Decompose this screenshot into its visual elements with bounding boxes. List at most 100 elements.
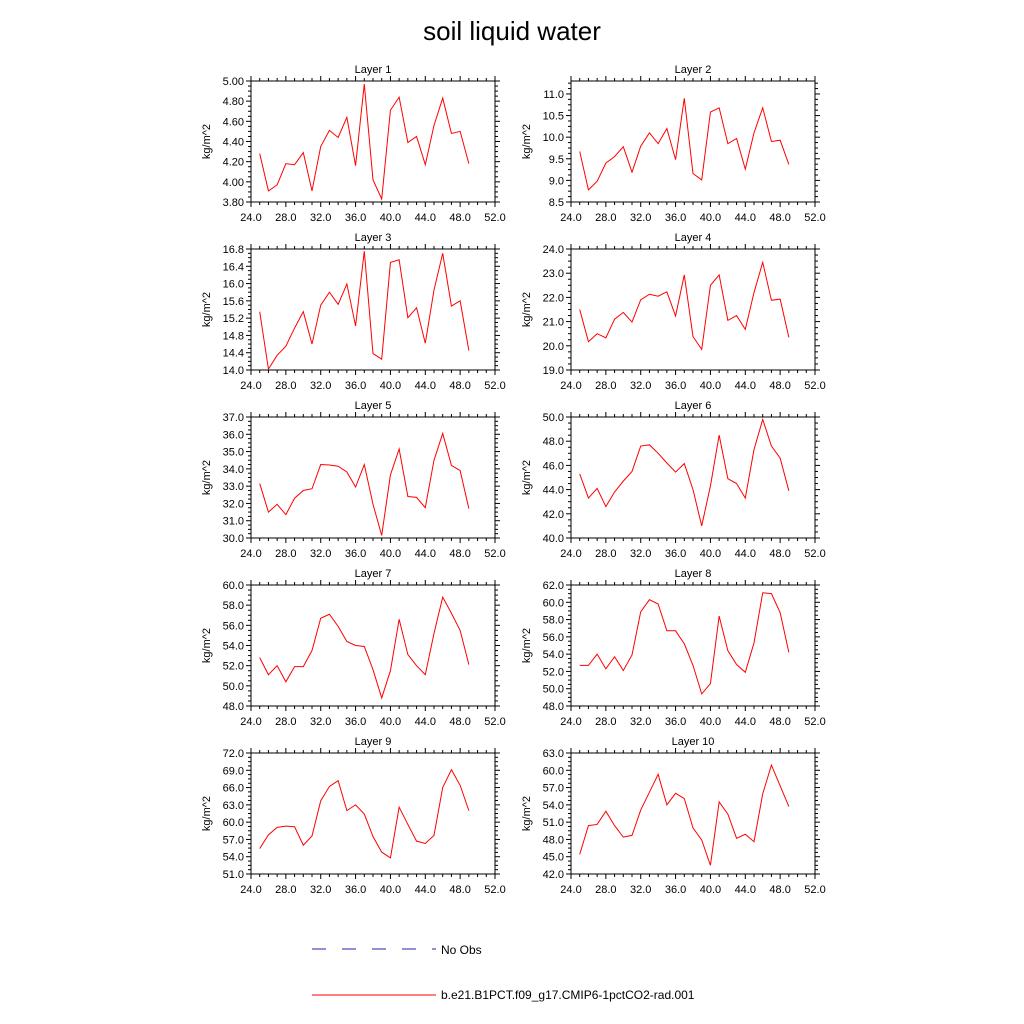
x-tick-label: 28.0: [595, 380, 616, 392]
y-tick-label: 4.40: [223, 137, 244, 149]
y-tick-label: 48.0: [543, 436, 564, 448]
x-tick-label: 32.0: [630, 380, 651, 392]
x-tick-label: 52.0: [484, 212, 505, 224]
plot-frame: [250, 752, 496, 875]
y-tick-label: 35.0: [223, 447, 244, 459]
panel-title: Layer 7: [355, 568, 392, 580]
x-tick-label: 44.0: [735, 716, 756, 728]
y-axis-label: kg/m^2: [521, 628, 533, 663]
y-tick-label: 4.00: [223, 177, 244, 189]
x-tick-label: 48.0: [769, 548, 790, 560]
series-line: [259, 595, 470, 700]
y-tick-label: 21.0: [543, 317, 564, 329]
panel-layer-4: Layer 4 kg/m^2 24.0 28.0 32.0 36.0 40.0 44.0 48.…: [521, 232, 826, 392]
x-tick-label: 44.0: [415, 212, 436, 224]
x-tick-label: 40.0: [380, 884, 401, 896]
series-line: [579, 260, 790, 351]
x-tick-label: 48.0: [449, 884, 470, 896]
y-tick-label: 11.0: [543, 89, 564, 101]
x-tick-label: 52.0: [484, 716, 505, 728]
panel-title: Layer 1: [355, 64, 392, 76]
y-tick-label: 31.0: [223, 516, 244, 528]
y-tick-label: 16.8: [223, 244, 244, 256]
x-tick-label: 36.0: [665, 212, 686, 224]
plot-frame: [250, 80, 496, 203]
x-tick-label: 32.0: [310, 212, 331, 224]
y-tick-label: 4.20: [223, 157, 244, 169]
x-tick-label: 52.0: [484, 884, 505, 896]
x-tick-label: 28.0: [595, 548, 616, 560]
x-tick-label: 52.0: [804, 548, 825, 560]
y-tick-label: 48.0: [543, 834, 564, 846]
y-tick-label: 20.0: [543, 341, 564, 353]
plot-frame: [250, 584, 496, 707]
x-tick-label: 24.0: [240, 380, 261, 392]
panel-layer-7: Layer 7 kg/m^2 24.0 28.0 32.0 36.0 40.0 44.0 48.…: [201, 568, 506, 728]
y-tick-label: 9.5: [549, 154, 564, 166]
y-tick-label: 46.0: [543, 460, 564, 472]
y-tick-label: 14.0: [223, 365, 244, 377]
y-tick-label: 54.0: [223, 852, 244, 864]
y-tick-label: 51.0: [223, 869, 244, 881]
y-tick-label: 58.0: [543, 615, 564, 627]
x-tick-label: 28.0: [595, 212, 616, 224]
y-tick-label: 42.0: [543, 509, 564, 521]
x-tick-label: 24.0: [560, 884, 581, 896]
panel-title: Layer 4: [675, 232, 712, 244]
x-tick-label: 24.0: [560, 380, 581, 392]
y-tick-label: 15.6: [223, 296, 244, 308]
x-tick-label: 52.0: [804, 212, 825, 224]
x-tick-label: 32.0: [310, 884, 331, 896]
y-tick-label: 3.80: [223, 197, 244, 209]
panel-title: Layer 5: [355, 400, 392, 412]
y-tick-label: 42.0: [543, 869, 564, 881]
y-axis-label: kg/m^2: [201, 628, 213, 663]
panels-group: Layer 1 kg/m^2 24.0 28.0 32.0 36.0 40.0 44.0 48.…: [201, 64, 826, 896]
x-tick-label: 28.0: [275, 716, 296, 728]
x-tick-label: 52.0: [484, 548, 505, 560]
y-tick-label: 36.0: [223, 429, 244, 441]
x-tick-label: 28.0: [275, 884, 296, 896]
x-tick-label: 40.0: [700, 212, 721, 224]
legend: No Obs b.e21.B1PCT.f09_g17.CMIP6-1pctCO2…: [312, 943, 695, 1002]
y-axis-label: kg/m^2: [201, 796, 213, 831]
x-tick-label: 48.0: [449, 548, 470, 560]
y-tick-label: 4.80: [223, 96, 244, 108]
x-tick-label: 32.0: [310, 548, 331, 560]
x-tick-label: 36.0: [345, 884, 366, 896]
y-axis-label: kg/m^2: [201, 292, 213, 327]
x-tick-label: 36.0: [345, 548, 366, 560]
y-tick-label: 63.0: [543, 748, 564, 760]
x-tick-label: 32.0: [630, 548, 651, 560]
y-axis-label: kg/m^2: [521, 460, 533, 495]
series-line: [259, 83, 470, 201]
x-tick-label: 36.0: [345, 212, 366, 224]
y-tick-label: 58.0: [223, 600, 244, 612]
x-tick-label: 36.0: [665, 380, 686, 392]
plot-frame: [570, 416, 816, 539]
panel-layer-2: Layer 2 kg/m^2 24.0 28.0 32.0 36.0 40.0 44.0 48.…: [521, 64, 826, 224]
y-tick-label: 16.4: [223, 261, 244, 273]
x-tick-label: 44.0: [415, 884, 436, 896]
x-tick-label: 52.0: [804, 884, 825, 896]
y-axis-label: kg/m^2: [201, 460, 213, 495]
y-tick-label: 54.0: [543, 649, 564, 661]
y-axis-label: kg/m^2: [521, 292, 533, 327]
y-tick-label: 54.0: [223, 641, 244, 653]
legend-series-label: b.e21.B1PCT.f09_g17.CMIP6-1pctCO2-rad.00…: [441, 988, 695, 1002]
x-tick-label: 48.0: [449, 716, 470, 728]
y-tick-label: 37.0: [223, 412, 244, 424]
y-tick-label: 69.0: [223, 765, 244, 777]
x-tick-label: 48.0: [769, 716, 790, 728]
panel-layer-3: Layer 3 kg/m^2 24.0 28.0 32.0 36.0 40.0 44.0 48.…: [201, 232, 506, 392]
panel-layer-5: Layer 5 kg/m^2 24.0 28.0 32.0 36.0 40.0 44.0 48.…: [201, 400, 506, 560]
panel-layer-10: Layer 10 kg/m^2 24.0 28.0 32.0 36.0 40.0 44.0 48…: [521, 736, 826, 896]
x-tick-label: 36.0: [665, 884, 686, 896]
y-tick-label: 15.2: [223, 313, 244, 325]
y-tick-label: 50.0: [543, 684, 564, 696]
y-tick-label: 9.0: [549, 175, 564, 187]
y-tick-label: 40.0: [543, 533, 564, 545]
panel-title: Layer 2: [675, 64, 712, 76]
y-tick-label: 52.0: [223, 661, 244, 673]
y-tick-label: 72.0: [223, 748, 244, 760]
